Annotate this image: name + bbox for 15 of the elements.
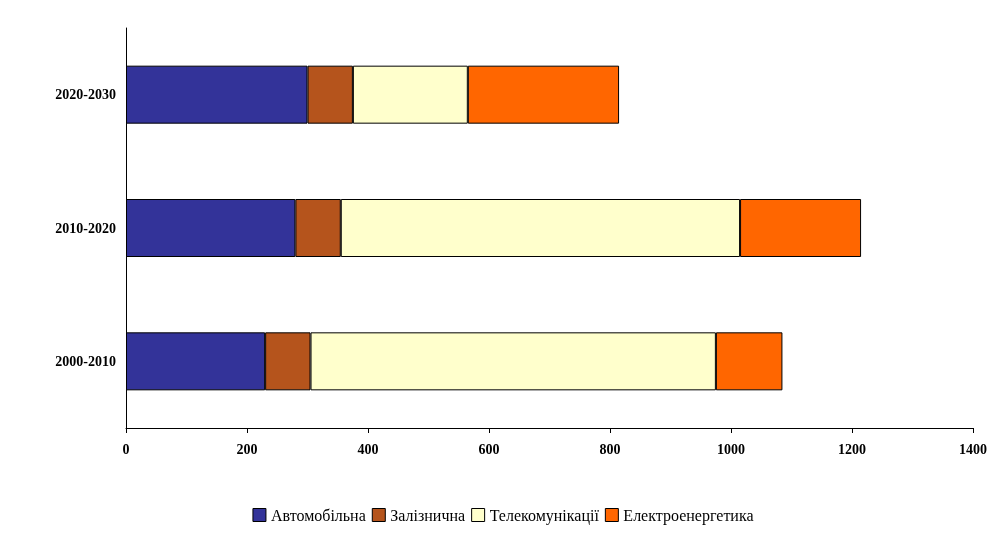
legend-label: Залізнична [390,506,466,524]
legend-label: Електроенергетика [623,506,754,525]
y-tick-label: 2000-2010 [55,353,116,369]
x-tick-label: 1400 [959,441,987,457]
x-tick-label: 200 [236,441,258,457]
x-tick-label: 1200 [838,441,866,457]
x-tick-label: 0 [122,441,130,457]
legend-label: Автомобільна [270,506,366,524]
legend-label: Телекомунікації [489,506,600,525]
x-tick-label: 800 [599,441,621,457]
x-tick-label: 400 [357,441,379,457]
y-tick-label: 2010-2020 [55,220,116,236]
x-tick-label: 600 [478,441,500,457]
y-tick-label: 2020-2030 [55,87,116,103]
x-tick-label: 1000 [717,441,745,457]
